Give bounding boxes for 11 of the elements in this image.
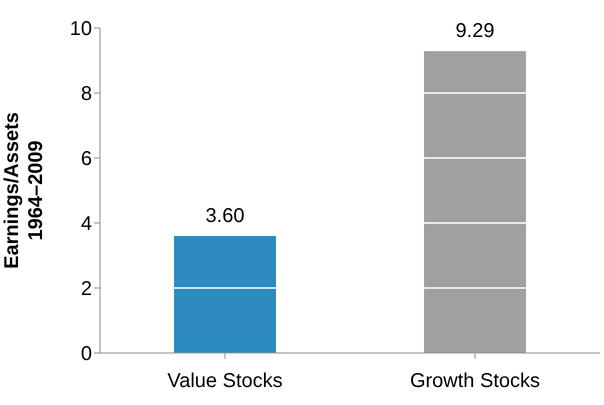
y-axis-title: Earnings/Assets 1964–2009: [1, 112, 47, 269]
y-tick-label: 10: [70, 18, 92, 40]
y-tick-label: 4: [80, 213, 92, 236]
y-tick-label: 0: [80, 343, 92, 366]
y-tick-label: 6: [80, 148, 92, 170]
data-label: 3.60: [206, 205, 244, 227]
data-label: 9.29: [456, 20, 494, 42]
x-tick-label: Value Stocks: [167, 370, 283, 392]
x-tick-label: Growth Stocks: [410, 370, 540, 392]
y-tick-label: 2: [80, 278, 92, 300]
y-tick-label: 8: [80, 83, 92, 106]
